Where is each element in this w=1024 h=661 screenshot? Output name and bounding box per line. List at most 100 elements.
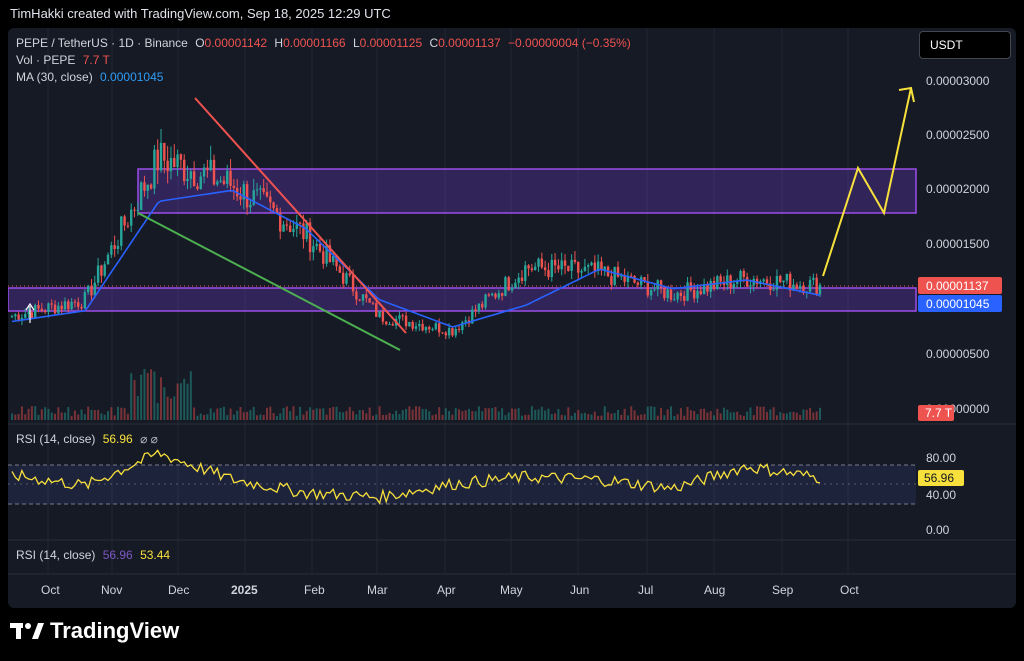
volume-bar bbox=[679, 408, 682, 420]
price-tick: 0.00003000 bbox=[926, 74, 990, 88]
currency-button[interactable]: USDT bbox=[919, 31, 1011, 59]
volume-bar bbox=[213, 412, 215, 420]
candle-body bbox=[308, 222, 312, 253]
volume-bar bbox=[176, 383, 179, 420]
projection-arrowhead bbox=[898, 86, 915, 103]
volume-bar bbox=[511, 408, 514, 420]
volume-bar bbox=[199, 413, 202, 420]
volume-bar bbox=[481, 411, 484, 420]
candle-body bbox=[80, 306, 83, 309]
volume-bar bbox=[719, 413, 722, 420]
candle-body bbox=[269, 196, 272, 203]
volume-bar bbox=[70, 415, 73, 420]
candle-body bbox=[507, 277, 510, 291]
volume-bar bbox=[60, 412, 63, 420]
candle-body bbox=[222, 180, 226, 184]
candle-body bbox=[785, 273, 789, 281]
volume-bar bbox=[593, 411, 596, 420]
volume-bar bbox=[501, 408, 504, 420]
volume-bar bbox=[666, 409, 669, 420]
candle-body bbox=[103, 264, 106, 276]
volume-bar bbox=[50, 412, 53, 420]
candle-body bbox=[401, 315, 404, 317]
candle-body bbox=[739, 270, 742, 282]
volume-bar bbox=[123, 408, 126, 420]
volume-bar bbox=[669, 406, 672, 420]
volume-bar bbox=[640, 414, 643, 420]
volume-bar bbox=[517, 408, 520, 420]
candle-body bbox=[573, 259, 577, 262]
candle-body bbox=[328, 245, 332, 262]
rsi-ma-value: 53.44 bbox=[140, 548, 171, 562]
volume-bar bbox=[24, 414, 27, 420]
volume-bar bbox=[219, 407, 222, 420]
price-tick: 0.00002500 bbox=[926, 128, 990, 142]
candle-body bbox=[375, 303, 378, 317]
candle-body bbox=[351, 275, 355, 292]
candle-body bbox=[802, 285, 805, 294]
rsi-label[interactable]: RSI (14, close) bbox=[16, 432, 96, 446]
candle-body bbox=[355, 291, 358, 300]
candle-body bbox=[577, 261, 580, 273]
volume-bar bbox=[534, 409, 537, 420]
rsi-label-secondary[interactable]: RSI (14, close) bbox=[16, 548, 96, 562]
open-value: 0.00001142 bbox=[204, 36, 268, 50]
rsi-tick: 0.00 bbox=[926, 523, 950, 537]
candle-body bbox=[772, 289, 775, 291]
candle-body bbox=[60, 305, 63, 310]
candle-body bbox=[212, 159, 216, 185]
price-tick: 0.00002000 bbox=[926, 182, 990, 196]
candle-body bbox=[365, 294, 368, 299]
chart-panel[interactable]: 0.00003000 0.00002500 0.00002000 0.00001… bbox=[8, 28, 1016, 608]
candle-body bbox=[37, 304, 40, 309]
candle-body bbox=[666, 289, 669, 299]
candle-body bbox=[477, 303, 481, 312]
candle-body bbox=[788, 273, 792, 291]
volume-bar bbox=[573, 412, 576, 420]
candle-body bbox=[530, 268, 534, 271]
candle-body bbox=[288, 225, 292, 233]
candle-body bbox=[404, 315, 408, 327]
volume-bar bbox=[37, 414, 40, 420]
volume-bar bbox=[239, 407, 242, 420]
volume-bar bbox=[262, 414, 265, 420]
candle-body bbox=[53, 304, 57, 314]
candle-body bbox=[169, 157, 173, 172]
volume-bar bbox=[332, 406, 335, 420]
chart-canvas[interactable]: 0.00003000 0.00002500 0.00002000 0.00001… bbox=[8, 28, 1016, 608]
volume-bar bbox=[285, 406, 288, 420]
candle-body bbox=[497, 293, 500, 298]
time-tick: May bbox=[500, 583, 523, 597]
rsi-current-badge bbox=[918, 470, 964, 486]
volume-bar bbox=[560, 414, 563, 420]
candle-body bbox=[90, 285, 93, 296]
candle-body bbox=[626, 275, 630, 283]
candle-body bbox=[242, 184, 246, 200]
volume-bar bbox=[742, 415, 745, 420]
ma-label[interactable]: MA (30, close) bbox=[16, 70, 93, 84]
eye-off-icon[interactable]: ⌀ ⌀ bbox=[140, 432, 158, 446]
rsi-tick: 80.00 bbox=[926, 451, 956, 465]
volume-bar bbox=[580, 413, 583, 420]
symbol-title[interactable]: PEPE / TetherUS · 1D · Binance bbox=[16, 36, 188, 50]
ma-legend: MA (30, close) 0.00001045 bbox=[16, 70, 167, 84]
candle-body bbox=[106, 254, 110, 265]
candle-body bbox=[699, 290, 702, 295]
descending-resistance-trendline bbox=[194, 97, 407, 334]
volume-label[interactable]: Vol · PEPE bbox=[16, 53, 76, 67]
candle-body bbox=[139, 182, 143, 210]
candle-body bbox=[341, 272, 345, 284]
volume-bar bbox=[663, 415, 666, 420]
volume-bar bbox=[295, 415, 298, 420]
volume-bar bbox=[113, 415, 116, 420]
high-value: 0.00001166 bbox=[283, 36, 346, 50]
volume-bar bbox=[762, 406, 765, 420]
candle-body bbox=[40, 308, 44, 311]
candle-body bbox=[408, 321, 411, 327]
volume-bar bbox=[20, 406, 23, 420]
candle-body bbox=[673, 299, 676, 301]
candle-body bbox=[285, 224, 289, 226]
candle-body bbox=[146, 184, 149, 191]
candle-body bbox=[550, 259, 553, 278]
candle-body bbox=[765, 279, 769, 284]
